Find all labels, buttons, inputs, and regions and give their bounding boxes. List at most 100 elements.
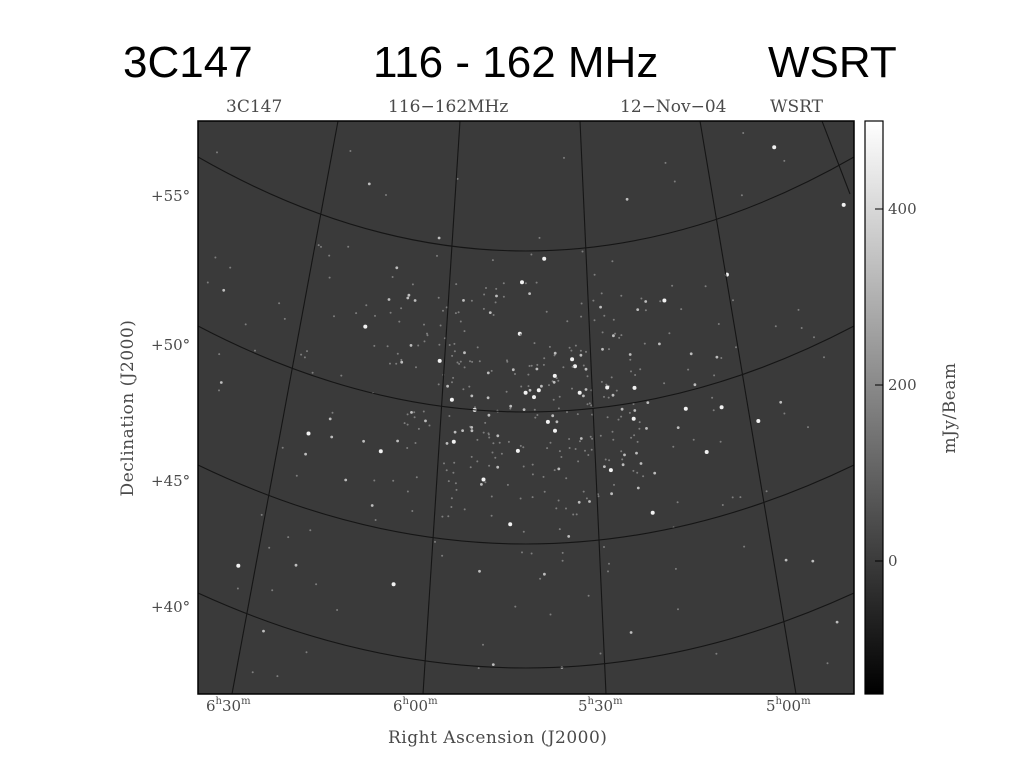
radio-source bbox=[608, 468, 613, 473]
dec-tick-50: +50° bbox=[151, 336, 191, 354]
radio-source bbox=[587, 594, 590, 597]
radio-source bbox=[294, 563, 298, 567]
dec-line-45 bbox=[198, 464, 854, 545]
radio-source bbox=[214, 256, 217, 259]
ra-line-4 bbox=[699, 121, 797, 694]
radio-source bbox=[260, 513, 263, 516]
radio-source bbox=[593, 273, 596, 276]
radio-source bbox=[742, 132, 745, 134]
radio-source bbox=[450, 506, 453, 508]
radio-source bbox=[689, 352, 693, 356]
radio-source bbox=[813, 336, 815, 339]
radio-source bbox=[373, 479, 376, 482]
radio-source bbox=[636, 486, 640, 490]
radio-source bbox=[520, 385, 523, 388]
radio-source bbox=[519, 333, 522, 336]
radio-source bbox=[411, 510, 414, 512]
radio-source bbox=[450, 497, 453, 500]
radio-source bbox=[486, 396, 490, 400]
radio-source bbox=[476, 346, 479, 349]
radio-source bbox=[546, 447, 549, 450]
radio-source bbox=[606, 416, 609, 419]
radio-source bbox=[386, 345, 389, 348]
coordinate-grid bbox=[198, 121, 854, 694]
radio-source bbox=[584, 388, 588, 391]
radio-source bbox=[601, 347, 604, 351]
radio-source bbox=[470, 299, 473, 302]
radio-source bbox=[502, 282, 505, 285]
radio-source bbox=[687, 368, 690, 371]
colorbar-tick-400: 400 bbox=[888, 200, 917, 218]
radio-source bbox=[590, 404, 593, 407]
radio-source bbox=[587, 454, 590, 456]
radio-source bbox=[543, 490, 546, 493]
radio-source bbox=[620, 294, 623, 297]
radio-source bbox=[668, 332, 671, 335]
radio-source bbox=[511, 368, 515, 372]
radio-source bbox=[531, 496, 534, 499]
radio-source bbox=[783, 412, 786, 415]
radio-source bbox=[468, 385, 471, 388]
radio-source bbox=[303, 356, 306, 359]
radio-source bbox=[387, 298, 391, 301]
radio-source bbox=[524, 282, 527, 285]
radio-source bbox=[542, 475, 545, 478]
radio-source bbox=[592, 299, 595, 302]
radio-source bbox=[632, 385, 637, 390]
radio-source bbox=[538, 236, 541, 239]
radio-source bbox=[562, 366, 565, 369]
radio-source bbox=[720, 357, 723, 359]
radio-source bbox=[304, 452, 307, 456]
radio-source bbox=[492, 442, 495, 445]
radio-source bbox=[545, 310, 548, 313]
radio-source bbox=[395, 266, 399, 270]
radio-source bbox=[491, 259, 494, 262]
radio-source bbox=[644, 309, 647, 312]
radio-source bbox=[664, 161, 667, 164]
radio-source bbox=[507, 440, 510, 443]
radio-source bbox=[455, 488, 458, 491]
radio-source bbox=[623, 453, 626, 457]
radio-source bbox=[470, 394, 474, 398]
radio-source bbox=[278, 302, 281, 305]
radio-source bbox=[553, 469, 556, 472]
radio-source bbox=[625, 197, 629, 201]
radio-source bbox=[620, 450, 623, 453]
radio-source bbox=[612, 318, 615, 321]
radio-source bbox=[400, 358, 403, 361]
radio-source bbox=[453, 350, 456, 353]
radio-source bbox=[443, 462, 445, 465]
radio-source bbox=[558, 528, 561, 531]
radio-source bbox=[406, 490, 409, 493]
radio-source bbox=[439, 324, 442, 327]
radio-source bbox=[454, 312, 457, 315]
radio-source bbox=[573, 364, 577, 369]
radio-source bbox=[206, 281, 209, 284]
radio-source bbox=[560, 456, 563, 458]
radio-source bbox=[635, 451, 638, 455]
radio-source bbox=[557, 467, 561, 471]
radio-source bbox=[629, 358, 632, 361]
radio-source bbox=[603, 546, 605, 548]
radio-source bbox=[519, 444, 522, 447]
radio-source bbox=[566, 411, 568, 413]
plot-header-band: 116−162MHz bbox=[388, 97, 509, 117]
radio-source bbox=[437, 296, 440, 299]
radio-source bbox=[320, 245, 322, 248]
radio-source bbox=[644, 300, 648, 303]
radio-source bbox=[462, 388, 465, 391]
radio-source bbox=[395, 362, 398, 365]
radio-source bbox=[445, 469, 448, 472]
radio-source bbox=[522, 408, 526, 411]
radio-source bbox=[572, 513, 575, 516]
slide-title-source: 3C147 bbox=[123, 38, 253, 87]
radio-source bbox=[756, 419, 761, 423]
radio-source bbox=[336, 609, 339, 611]
radio-source bbox=[599, 434, 602, 437]
radio-source bbox=[582, 490, 585, 493]
radio-source bbox=[391, 582, 396, 587]
radio-source bbox=[522, 530, 525, 533]
radio-source bbox=[392, 479, 395, 482]
slide-title: 3C147 116 - 162 MHz WSRT bbox=[0, 38, 1024, 98]
radio-source bbox=[424, 419, 427, 423]
